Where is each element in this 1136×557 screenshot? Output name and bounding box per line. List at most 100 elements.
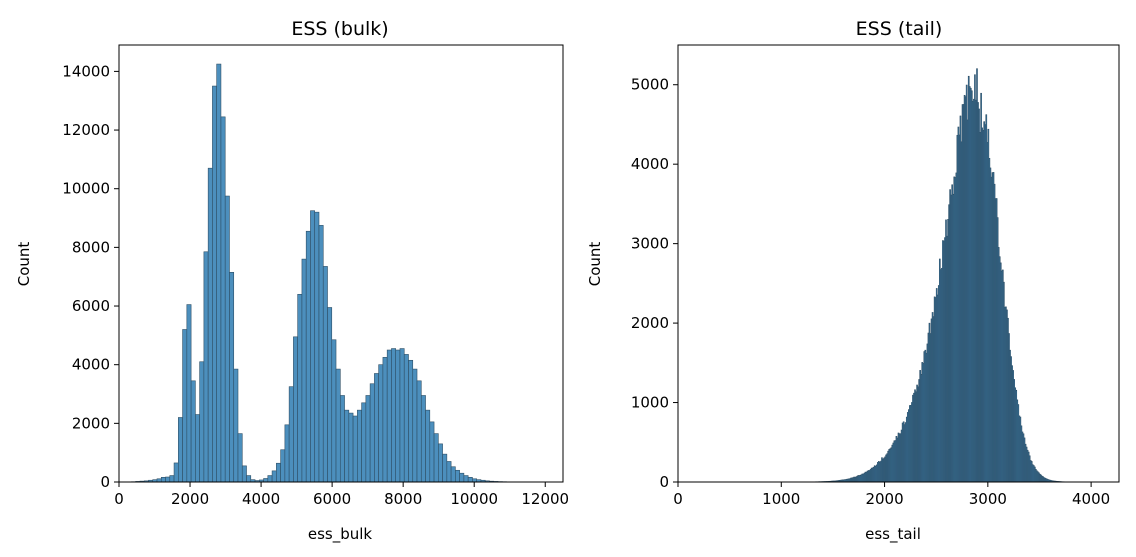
histogram-bar: [365, 395, 371, 483]
y-axis-label-tail: Count: [586, 242, 604, 287]
histogram-bar: [412, 368, 418, 483]
histogram-bar: [322, 266, 328, 483]
x-axis-label-bulk: ess_bulk: [308, 525, 373, 544]
histogram-bar: [344, 409, 350, 483]
x-tick-label: 2000: [171, 490, 209, 508]
histogram-bar: [314, 211, 320, 483]
chart-ess-bulk: ESS (bulk) 0 2000 4000 6000 8000 10000 12000 0…: [15, 18, 569, 544]
histogram-bar: [203, 251, 209, 483]
histogram-bar: [212, 85, 217, 483]
histogram-bar: [173, 462, 179, 483]
x-tick-label: 0: [673, 490, 683, 508]
histogram-bar: [284, 424, 290, 483]
histogram-bar: [186, 304, 192, 483]
histogram-bar: [425, 409, 431, 483]
y-tick-label: 12000: [62, 121, 110, 139]
histogram-bar: [420, 395, 426, 483]
histogram-bar: [395, 349, 401, 483]
y-tick-label: 14000: [62, 62, 110, 80]
histogram-bar: [399, 348, 405, 483]
y-tick-label: 0: [100, 473, 110, 491]
histogram-bar: [391, 348, 397, 483]
y-tick-label: 3000: [631, 235, 669, 253]
histogram-bar: [190, 380, 196, 483]
histogram-bar: [280, 449, 286, 483]
x-axis-label-tail: ess_tail: [865, 525, 921, 544]
y-axis-label-bulk: Count: [15, 242, 33, 287]
histogram-bar: [450, 466, 456, 483]
histogram-bar: [327, 307, 333, 483]
histogram-bar: [369, 383, 375, 483]
histogram-bar: [382, 357, 388, 483]
x-tick-label: 4000: [1072, 490, 1110, 508]
y-tick-label: 4000: [72, 356, 110, 374]
chart-title-tail: ESS (tail): [856, 18, 943, 40]
histogram-bar: [446, 461, 452, 483]
chart-ess-tail: ESS (tail) 0 1000 2000 3000 4000 0 1000 2000 30…: [586, 18, 1120, 544]
histogram-bar: [467, 477, 473, 483]
histogram-bar: [357, 409, 362, 483]
x-tick-label: 4000: [242, 490, 280, 508]
histogram-bar: [459, 472, 465, 483]
histogram-bar: [339, 395, 345, 483]
histogram-bar: [182, 329, 188, 483]
histogram-bar: [408, 359, 414, 483]
histogram-bar: [233, 368, 239, 483]
y-tick-label: 6000: [72, 297, 110, 315]
histogram-bar: [352, 415, 358, 483]
histogram-bar: [297, 293, 303, 483]
histogram-bar: [463, 475, 469, 483]
histogram-bar: [318, 225, 324, 483]
histogram-bar: [195, 414, 200, 483]
histogram-bar: [216, 63, 222, 483]
histogram-bar: [310, 210, 316, 483]
histogram-bar: [433, 433, 439, 483]
x-ticks-bulk: 0 2000 4000 6000 8000 10000 12000: [114, 482, 569, 508]
x-tick-label: 6000: [313, 490, 351, 508]
histogram-bar: [438, 443, 443, 483]
x-tick-label: 8000: [384, 490, 422, 508]
chart-title-bulk: ESS (bulk): [291, 18, 388, 40]
histogram-bar: [178, 417, 183, 483]
histogram-bar: [442, 453, 448, 483]
histogram-bar: [416, 380, 422, 483]
histogram-bar: [429, 421, 435, 483]
histogram-bar: [229, 271, 235, 483]
histogram-bar: [224, 195, 230, 483]
histogram-bar: [237, 433, 243, 483]
x-tick-label: 3000: [969, 490, 1007, 508]
x-tick-label: 10000: [450, 490, 498, 508]
x-tick-label: 1000: [762, 490, 800, 508]
histogram-bar: [305, 230, 311, 483]
histogram-bar: [301, 258, 307, 483]
x-tick-label: 12000: [521, 490, 569, 508]
histogram-bar: [267, 475, 273, 483]
x-tick-label: 0: [114, 490, 124, 508]
histogram-bar: [165, 476, 171, 483]
histogram-bar: [288, 386, 294, 483]
histogram-bar: [348, 412, 354, 483]
bars-bulk: [131, 63, 524, 483]
histogram-bar: [335, 368, 341, 483]
histogram-bar: [455, 469, 460, 483]
y-tick-label: 8000: [72, 238, 110, 256]
plot-frame-tail: [677, 44, 1120, 483]
x-ticks-tail: 0 1000 2000 3000 4000: [673, 482, 1110, 508]
x-tick-label: 2000: [865, 490, 903, 508]
histogram-bar: [331, 339, 337, 483]
y-ticks-bulk: 0 2000 4000 6000 8000 10000 12000 14000: [62, 62, 119, 491]
histogram-bar: [361, 402, 367, 483]
histogram-bar: [271, 470, 277, 483]
histogram-bar: [220, 116, 226, 483]
histogram-bar: [160, 477, 166, 483]
y-tick-label: 0: [659, 473, 669, 491]
plot-frame-bulk: [118, 44, 564, 483]
y-ticks-tail: 0 1000 2000 3000 4000 5000: [631, 76, 678, 491]
y-tick-label: 10000: [62, 180, 110, 198]
histogram-bar: [378, 364, 384, 483]
histogram-bar: [403, 354, 409, 483]
y-tick-label: 5000: [631, 76, 669, 94]
histogram-bar: [241, 465, 247, 483]
histogram-bar: [293, 336, 298, 483]
